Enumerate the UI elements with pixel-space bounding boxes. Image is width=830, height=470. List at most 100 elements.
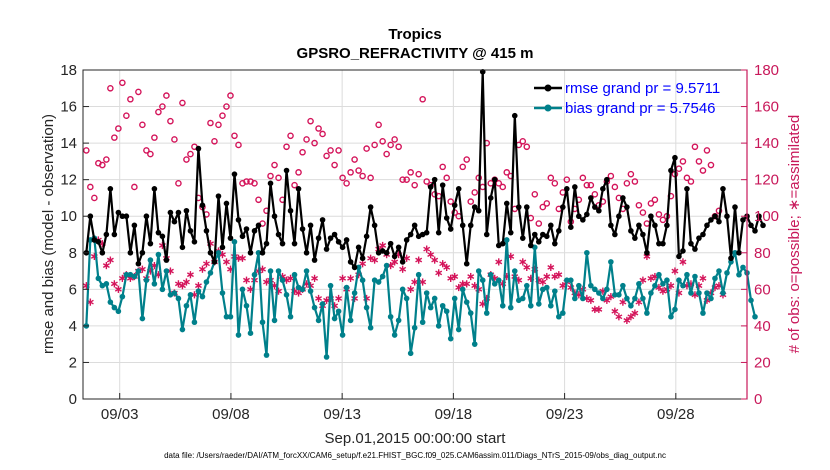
possible-obs-point [127,95,134,103]
rmse-point [604,176,610,183]
assimilated-obs-point [467,272,475,281]
bias-point [207,270,214,276]
asterisk-stroke [627,314,635,320]
asterisk-stroke [415,257,423,263]
rmse-point [543,233,550,240]
possible-obs-point [251,180,258,187]
asterisk-stroke [110,281,118,287]
bias-point [135,268,142,274]
possible-obs-point [267,172,274,180]
bias-point [612,292,618,298]
rmse-point [99,249,106,256]
rmse-point [167,209,174,216]
bias-point [688,290,694,296]
y-right-tick-label: 0 [754,391,762,408]
bias-point [143,277,150,283]
rmse-point [363,233,370,240]
bias-point [407,350,414,357]
bias-point [323,354,330,360]
rmse-point [548,222,554,229]
bias-point [724,270,730,276]
possible-obs-point [531,190,539,198]
assimilated-obs-point [671,267,679,275]
bias-point [560,310,566,316]
assimilated-obs-point [419,278,427,286]
possible-obs-point [547,174,555,182]
bias-point [680,282,686,289]
bias-point [299,286,306,293]
assimilated-obs-point [443,263,451,271]
rmse-point [223,200,230,207]
rmse-point [311,257,318,263]
rmse-point [279,240,286,247]
rmse-point [752,228,758,234]
possible-obs-point [87,183,94,191]
asterisk-stroke [223,259,230,265]
bias-point [740,264,746,271]
x-tick-label: 09/08 [212,406,250,423]
rmse-point [471,204,478,210]
y-tick-label: 14 [60,135,77,152]
line-layer [83,69,766,360]
bias-point [511,268,518,274]
rmse-point [656,240,662,247]
asterisk-stroke [379,243,387,248]
bias-point [668,313,674,320]
possible-obs-point [471,189,479,196]
rmse-point [235,217,242,223]
asterisk-stroke [443,264,451,270]
bias-point [415,271,422,278]
y-tick-label: 16 [60,99,77,116]
possible-obs-point [611,183,619,191]
possible-obs-point [331,161,338,169]
bias-point [391,332,398,338]
asterisk-stroke [359,261,367,267]
rmse-point [351,264,358,271]
rmse-point [447,226,454,232]
rmse-point [487,195,494,201]
bias-point [664,277,670,283]
assimilated-obs-point [415,256,423,264]
asterisk-stroke [194,283,202,289]
rmse-point [592,204,598,210]
possible-obs-point [703,147,711,154]
possible-obs-point [231,132,238,140]
rmse-point [151,186,158,192]
rmse-point [187,228,194,234]
rmse-point [728,255,734,262]
asterisk-stroke [467,274,475,279]
bias-point [271,317,278,324]
rmse-point [716,218,722,225]
possible-obs-point [647,200,655,207]
bias-point [191,319,198,326]
rmse-point [107,186,114,192]
asterisk-stroke [311,275,319,281]
asterisk-stroke [178,283,186,289]
possible-obs-point [299,148,306,156]
rmse-point [664,222,670,229]
possible-obs-point [235,141,242,149]
x-tick-label: 09/03 [101,406,139,423]
bias-point [656,271,662,278]
possible-obs-point [415,170,422,178]
rmse-point [347,259,354,265]
rmse-point [135,260,142,267]
bias-point [608,259,614,265]
assimilated-obs-point [239,254,246,262]
possible-obs-point [499,183,507,191]
assimilated-obs-point [615,313,623,321]
possible-obs-point [243,178,250,185]
rmse-point [315,235,322,241]
possible-obs-point [403,176,410,183]
bias-point [203,279,210,285]
rmse-point [564,186,570,192]
rmse-point [179,244,186,251]
rmse-point [624,204,630,210]
possible-obs-point [167,117,174,125]
rmse-point [319,217,326,223]
rmse-point [323,246,330,252]
rmse-point [219,244,226,251]
bias-point [119,293,126,300]
bias-point [580,295,586,302]
asterisk-stroke [335,296,343,301]
